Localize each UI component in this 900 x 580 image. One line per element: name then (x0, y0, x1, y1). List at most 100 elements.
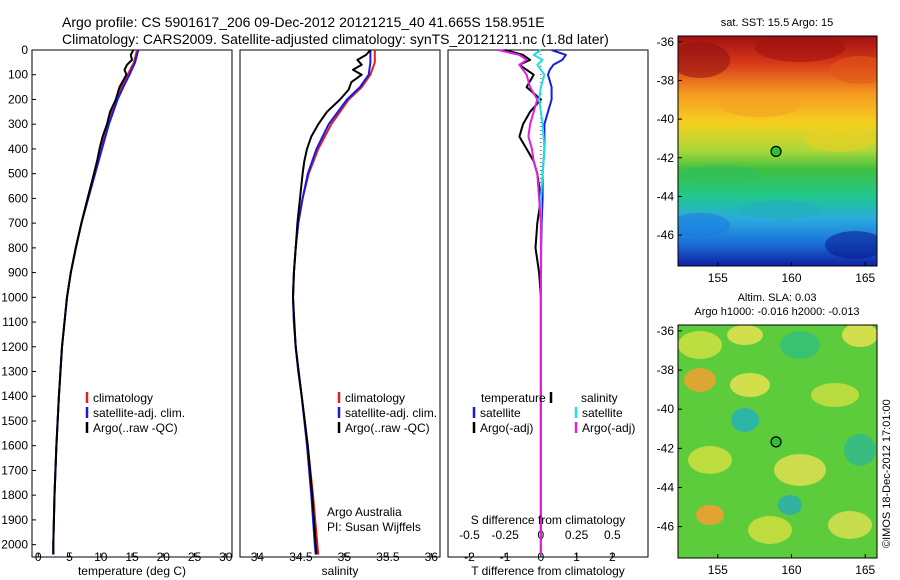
sla-patch (842, 325, 877, 347)
depth-tick-label: 1100 (2, 315, 28, 329)
sla-patch (730, 373, 770, 397)
depth-tick-label: 1900 (1, 513, 28, 527)
legend-label-t-satellite: satellite (480, 406, 521, 420)
x-tick-label: 35.5 (376, 550, 400, 564)
depth-tick-label: 1000 (1, 290, 28, 304)
sla-patch (727, 325, 763, 345)
sla-patch (774, 454, 826, 486)
sst-patch (678, 213, 730, 237)
s-diff-tick-label: -0.25 (491, 528, 519, 542)
sst-patch (830, 56, 877, 84)
x-tick-label: 0 (538, 550, 545, 564)
x-tick-label: 34.5 (289, 550, 313, 564)
sla-patch (844, 434, 876, 466)
s-diff-tick-label: -0.5 (459, 528, 480, 542)
map-lat-tick-label: -42 (657, 441, 675, 455)
sla-patch (780, 331, 820, 359)
credit-pi: PI: Susan Wijffels (327, 520, 421, 534)
legend-label-t-argo: Argo(-adj) (480, 421, 533, 435)
x-tick-label: 34 (251, 550, 265, 564)
sla-patch (731, 408, 759, 432)
sst-patch (678, 42, 730, 78)
salinity-legend: climatology satellite-adj. clim. Argo(..… (337, 391, 437, 435)
legend-label-climatology: climatology (345, 391, 405, 405)
temperature-panel (31, 49, 233, 558)
map-lon-tick-label: 165 (855, 563, 875, 577)
map-lon-tick-label: 165 (855, 271, 875, 285)
depth-tick-label: 900 (8, 266, 28, 280)
depth-tick-label: 1200 (1, 340, 28, 354)
temperature-legend: climatology satellite-adj. clim. Argo(..… (85, 391, 185, 435)
legend-label-argo: Argo(..raw -QC) (93, 421, 178, 435)
legend-label-argo: Argo(..raw -QC) (345, 421, 430, 435)
depth-tick-label: 1800 (1, 488, 28, 502)
depth-tick-label: 1300 (1, 365, 28, 379)
legend-title-salinity: salinity (581, 391, 618, 405)
s-diff-tick-label: 0.5 (604, 528, 621, 542)
sla-patch (678, 331, 722, 359)
x-tick-label: 15 (125, 550, 139, 564)
salinity-series: 34 34.5 35 35.5 36 (251, 49, 438, 564)
depth-tick-label: 300 (8, 117, 28, 131)
depth-tick-label: 600 (8, 191, 28, 205)
map-lat-tick-label: -38 (657, 73, 675, 87)
climatology-title: Climatology: CARS2009. Satellite-adjuste… (62, 31, 609, 47)
s-diff-tick-label: 0.25 (565, 528, 589, 542)
map-lat-tick-label: -36 (657, 35, 675, 49)
sst-patch (805, 128, 875, 152)
legend-label-climatology: climatology (93, 391, 153, 405)
difference-legend: temperature salinity satellite Argo(-adj… (472, 391, 635, 435)
map-lon-tick-label: 155 (708, 271, 728, 285)
sla-patch (688, 446, 732, 474)
depth-tick-label: 400 (8, 142, 28, 156)
difference-series: -2 -1 0 1 2-0.5 -0.25 0 0.25 0.5 (459, 49, 621, 564)
sla-patch (696, 505, 724, 525)
series-line-temperature-argo-adj (504, 49, 542, 555)
map-lat-tick-label: -44 (657, 189, 675, 203)
map-axes: 155 160 165 -36 -38 -40 -42 -44 -46 155 160 165 -36 -… (657, 35, 876, 577)
depth-tick-label: 1700 (1, 463, 28, 477)
map-lat-tick-label: -46 (657, 228, 675, 242)
map-lat-tick-label: -44 (657, 481, 675, 495)
x-tick-label: 35 (338, 550, 352, 564)
depth-tick-label: 700 (8, 216, 28, 230)
legend-label-s-satellite: satellite (582, 406, 623, 420)
legend-label-s-argo: Argo(-adj) (582, 421, 635, 435)
legend-label-satellite: satellite-adj. clim. (93, 406, 185, 420)
map-lat-tick-label: -46 (657, 520, 675, 534)
map-lon-tick-label: 160 (781, 271, 801, 285)
salinity-xlabel: salinity (322, 564, 359, 578)
depth-axis: 0 100 200 300 400 500 600 700 800 900 1000 1100 1200… (1, 43, 36, 552)
x-tick-label: -2 (464, 550, 475, 564)
sla-frame (677, 324, 878, 559)
argo-position-marker (770, 436, 782, 448)
salinity-panel (239, 49, 441, 558)
depth-tick-label: 100 (8, 68, 28, 82)
map-lat-tick-label: -42 (657, 151, 675, 165)
sla-patch (828, 511, 872, 539)
map-lat-tick-label: -40 (657, 112, 675, 126)
x-tick-label: 2 (609, 550, 616, 564)
temperature-series: 0 5 10 15 20 25 30 (35, 49, 233, 564)
sst-title: sat. SST: 15.5 Argo: 15 (721, 17, 834, 29)
sla-patch (748, 516, 792, 544)
sla-subtitle: Argo h1000: -0.016 h2000: -0.013 (694, 306, 859, 318)
depth-tick-label: 0 (21, 43, 28, 57)
sst-frame (677, 35, 878, 267)
depth-tick-label: 1600 (1, 439, 28, 453)
sst-patch (720, 93, 800, 117)
x-tick-label: 5 (66, 550, 73, 564)
x-tick-label: 10 (94, 550, 108, 564)
map-lat-tick-label: -40 (657, 402, 675, 416)
sla-patch (811, 383, 859, 407)
legend-label-satellite: satellite-adj. clim. (345, 406, 437, 420)
x-tick-label: 0 (35, 550, 42, 564)
x-tick-label: 25 (188, 550, 202, 564)
temperature-xlabel: temperature (deg C) (78, 564, 186, 578)
depth-tick-label: 1500 (1, 414, 28, 428)
depth-tick-label: 500 (8, 167, 28, 181)
series-line-argo-raw-qc (52, 49, 135, 555)
difference-panel (447, 49, 649, 558)
series-line-argo-raw-qc (292, 49, 372, 555)
